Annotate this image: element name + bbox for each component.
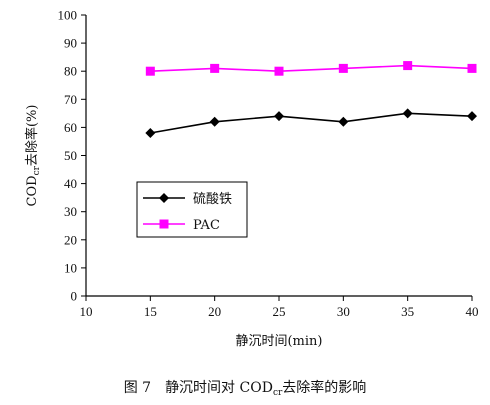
- x-tick-label: 10: [80, 304, 93, 319]
- series-2: [145, 61, 477, 76]
- legend-marker: [159, 193, 169, 203]
- x-axis-title: 静沉时间(min): [235, 334, 322, 349]
- data-point: [467, 111, 477, 122]
- x-tick-label: 20: [208, 304, 221, 319]
- data-point: [274, 111, 284, 122]
- caption-title-b: 去除率的影响: [282, 379, 366, 396]
- x-tick-label: 35: [401, 304, 414, 319]
- y-tick-label: 80: [64, 64, 77, 79]
- series-1: [145, 108, 477, 139]
- y-axis-title-main: COD: [25, 175, 40, 206]
- caption-prefix: 图 7: [124, 380, 151, 396]
- y-axis-ticks: 0 10 20 30 40 50 60 70 80 90 100: [58, 8, 86, 304]
- legend-label: 硫酸铁: [193, 192, 232, 207]
- x-tick-label: 15: [144, 304, 157, 319]
- data-point: [274, 66, 284, 76]
- svg-text:CODcr去除率(%): CODcr去除率(%): [24, 105, 42, 207]
- data-point: [145, 128, 156, 139]
- data-point: [338, 63, 348, 73]
- y-tick-label: 20: [64, 232, 77, 247]
- figure-caption: 图 7 静沉时间对 CODcr去除率的影响: [124, 379, 367, 398]
- y-tick-label: 70: [64, 92, 77, 107]
- legend-marker: [159, 219, 169, 229]
- legend-label: PAC: [193, 218, 220, 233]
- data-point: [467, 63, 477, 73]
- series-line: [150, 64, 473, 73]
- data-point: [145, 66, 155, 76]
- y-tick-label: 100: [58, 8, 78, 23]
- x-tick-label: 30: [337, 304, 350, 319]
- y-tick-label: 60: [64, 120, 77, 135]
- legend-box: [136, 181, 248, 238]
- legend-item: PAC: [143, 218, 220, 233]
- x-tick-label: 25: [273, 304, 286, 319]
- legend-item: 硫酸铁: [143, 192, 232, 207]
- data-point: [210, 63, 220, 73]
- x-tick-label: 40: [466, 304, 479, 319]
- y-axis-title: CODcr去除率(%): [24, 105, 42, 207]
- y-axis-title-sub: cr: [32, 165, 42, 175]
- y-tick-label: 30: [64, 204, 77, 219]
- series-line: [150, 112, 473, 134]
- caption-title-sub: cr: [273, 388, 283, 398]
- data-point: [209, 116, 220, 127]
- x-axis-ticks: 10 15 20 25 30 35 40: [80, 296, 479, 319]
- y-axis-title-rest: 去除率(%): [24, 105, 40, 167]
- y-tick-label: 90: [64, 36, 77, 51]
- caption-title-a: 静沉时间对 COD: [165, 380, 273, 396]
- y-tick-label: 0: [71, 289, 78, 304]
- data-point: [402, 108, 413, 119]
- series-layer: [145, 61, 477, 139]
- y-tick-label: 10: [64, 260, 77, 275]
- data-point: [338, 116, 349, 127]
- legend: 硫酸铁 PAC: [136, 181, 248, 238]
- y-tick-label: 40: [64, 176, 77, 191]
- y-tick-label: 50: [64, 148, 77, 163]
- data-point: [403, 61, 413, 71]
